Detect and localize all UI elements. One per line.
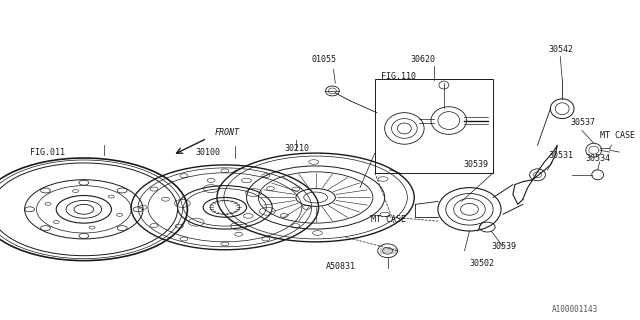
Text: 30537: 30537: [570, 118, 595, 127]
Text: 30531: 30531: [548, 151, 573, 160]
Text: 30539: 30539: [491, 242, 516, 251]
Text: 30210: 30210: [284, 144, 309, 153]
Text: MT CASE: MT CASE: [600, 131, 635, 140]
Text: 30534: 30534: [586, 154, 611, 163]
Text: 01055: 01055: [312, 55, 337, 64]
Text: FIG.110: FIG.110: [381, 72, 416, 81]
Text: 30542: 30542: [548, 45, 573, 54]
Text: 30100: 30100: [195, 148, 220, 156]
Text: MT CASE: MT CASE: [371, 215, 406, 224]
Text: FRONT: FRONT: [215, 128, 240, 137]
Text: A100001143: A100001143: [552, 305, 598, 315]
Text: A50831: A50831: [326, 262, 355, 271]
Bar: [375, 79, 493, 173]
Text: FIG.011: FIG.011: [29, 148, 65, 156]
Text: 30539: 30539: [463, 160, 488, 169]
Text: 30620: 30620: [410, 55, 435, 64]
Text: 30502: 30502: [470, 259, 495, 268]
